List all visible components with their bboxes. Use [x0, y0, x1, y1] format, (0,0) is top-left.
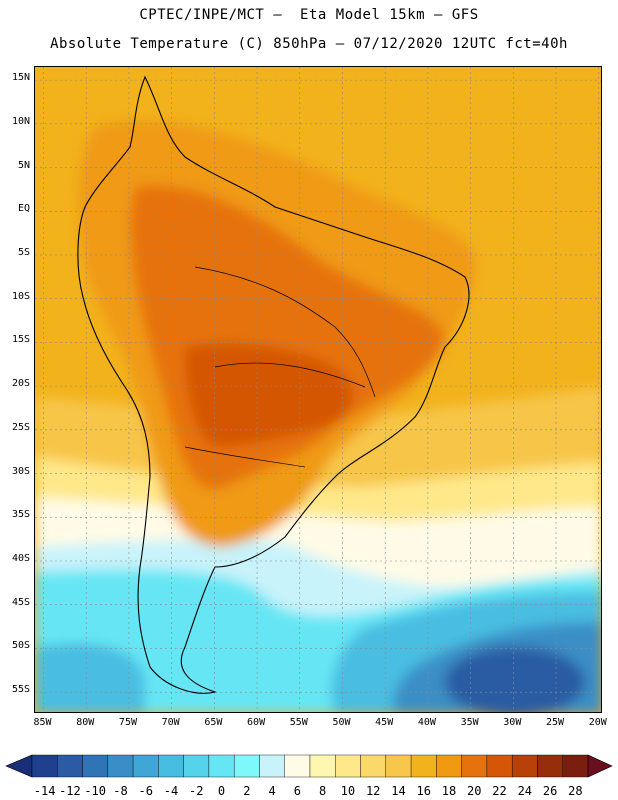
colorbar-tick-label: 14	[391, 784, 406, 798]
colorbar-tick-label: -14	[33, 784, 56, 798]
lon-label: 20W	[588, 717, 607, 728]
colorbar-swatch	[410, 754, 437, 778]
colorbar-over-arrow	[587, 754, 613, 778]
lat-label: 30S	[11, 465, 30, 477]
colorbar-tick-label: -10	[84, 784, 107, 798]
lat-label: 40S	[11, 552, 30, 564]
colorbar-swatch	[208, 754, 235, 778]
colorbar-swatch	[461, 754, 488, 778]
lat-label: 5N	[17, 159, 30, 171]
lon-label: 85W	[33, 717, 52, 728]
lat-label: 55S	[11, 684, 30, 696]
colorbar-tick-label: 20	[467, 784, 482, 798]
colorbar-swatch	[158, 754, 184, 778]
lon-label: 60W	[247, 717, 266, 728]
chart-title-line1: CPTEC/INPE/MCT – Eta Model 15km – GFS	[139, 7, 479, 23]
colorbar-tick-label: -4	[163, 784, 179, 798]
colorbar-tick-label: 0	[217, 784, 226, 798]
colorbar	[5, 754, 613, 778]
coastline	[77, 75, 470, 694]
colorbar-swatch	[132, 754, 159, 778]
colorbar-swatch	[511, 754, 538, 778]
lat-label: 35S	[11, 509, 30, 521]
colorbar-swatch	[486, 754, 513, 778]
colorbar-tick-label: 16	[416, 784, 431, 798]
lat-label: 5S	[17, 246, 30, 258]
lon-label: 35W	[460, 717, 479, 728]
colorbar-tick-label: 4	[268, 784, 276, 798]
lat-label: 25S	[11, 421, 30, 433]
lon-label: 75W	[118, 717, 137, 728]
colorbar-swatch	[183, 754, 210, 778]
lon-label: 50W	[332, 717, 351, 728]
lon-label: 30W	[503, 717, 522, 728]
colorbar-swatch	[309, 754, 336, 778]
colorbar-tick-label: -12	[59, 784, 81, 798]
colorbar-tick-label: -2	[189, 784, 204, 798]
colorbar-tick-label: 2	[243, 784, 251, 798]
color-legend	[0, 752, 618, 800]
chart-title-line2: Absolute Temperature (C) 850hPa – 07/12/…	[50, 36, 568, 52]
lat-label: 10N	[11, 115, 30, 127]
colorbar-tick-label: 18	[441, 784, 457, 798]
lon-label: 45W	[375, 717, 394, 728]
colorbar-swatch	[259, 754, 285, 778]
colorbar-swatch	[284, 754, 311, 778]
lon-label: 40W	[417, 717, 436, 728]
lon-label: 65W	[204, 717, 223, 728]
lon-label: 25W	[545, 717, 565, 728]
lon-label: 80W	[76, 717, 95, 728]
temperature-map	[34, 66, 602, 713]
colorbar-tick-label: 10	[340, 784, 356, 798]
colorbar-swatch	[385, 754, 412, 778]
lat-label: EQ	[17, 203, 30, 215]
colorbar-tick-label: -6	[138, 784, 153, 798]
colorbar-tick-label: 22	[492, 784, 507, 798]
lat-label: 20S	[11, 378, 30, 390]
colorbar-swatch	[107, 754, 134, 778]
colorbar-tick-label: 26	[542, 784, 558, 798]
lon-label: 55W	[289, 717, 308, 728]
colorbar-tick-label: 28	[568, 784, 583, 798]
map-canvas	[35, 67, 601, 712]
colorbar-swatch	[537, 754, 563, 778]
colorbar-swatch	[436, 754, 462, 778]
colorbar-swatch	[360, 754, 387, 778]
colorbar-tick-label: 6	[293, 784, 301, 798]
lat-label: 10S	[11, 290, 30, 302]
colorbar-under-arrow	[5, 754, 33, 778]
colorbar-swatch	[233, 754, 260, 778]
lat-label: 50S	[11, 640, 30, 652]
colorbar-tick-label: 24	[517, 784, 533, 798]
lat-label: 15N	[11, 72, 30, 84]
colorbar-tick-label: -8	[113, 784, 128, 798]
lat-label: 15S	[11, 334, 30, 346]
colorbar-swatch	[82, 754, 109, 778]
colorbar-swatch	[562, 754, 589, 778]
colorbar-tick-label: 8	[319, 784, 327, 798]
colorbar-swatch	[57, 754, 83, 778]
colorbar-swatch	[335, 754, 361, 778]
country-borders	[184, 266, 376, 468]
lat-label: 45S	[11, 596, 30, 608]
colorbar-swatch	[31, 754, 58, 778]
lon-label: 70W	[161, 717, 180, 728]
colorbar-tick-label: 12	[365, 784, 381, 798]
